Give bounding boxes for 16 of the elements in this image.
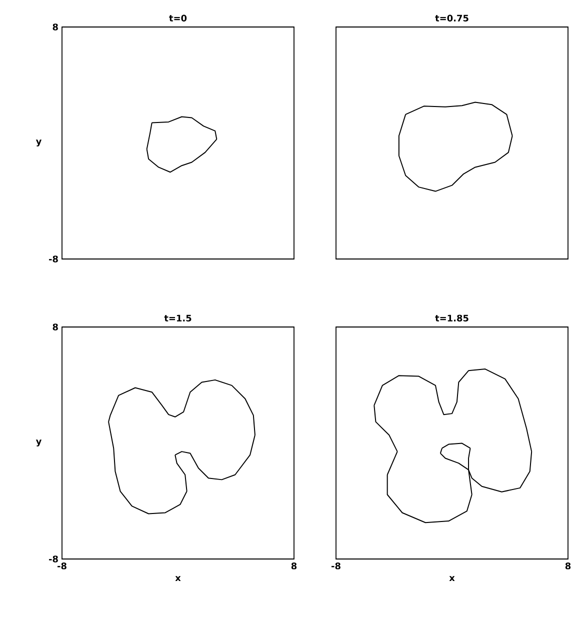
chart-title: t=0.75 — [435, 14, 468, 22]
y-axis-title: y — [36, 440, 42, 446]
y-axis-title: y — [36, 140, 42, 146]
y-tick-label: 8 — [52, 324, 58, 330]
x-tick-label: 8 — [291, 562, 297, 570]
x-tick-label: 8 — [565, 562, 571, 570]
chart-title: t=1.85 — [435, 314, 468, 322]
y-tick-label: -8 — [49, 256, 58, 262]
chart-title: t=1.5 — [164, 314, 192, 322]
y-tick-label: 8 — [52, 24, 58, 30]
chart-title: t=0 — [169, 14, 187, 22]
x-axis-title: x — [449, 576, 455, 582]
x-tick-label: -8 — [58, 562, 66, 570]
x-tick-label: -8 — [332, 562, 340, 570]
x-axis-title: x — [175, 576, 181, 582]
y-tick-label: -8 — [49, 556, 58, 562]
